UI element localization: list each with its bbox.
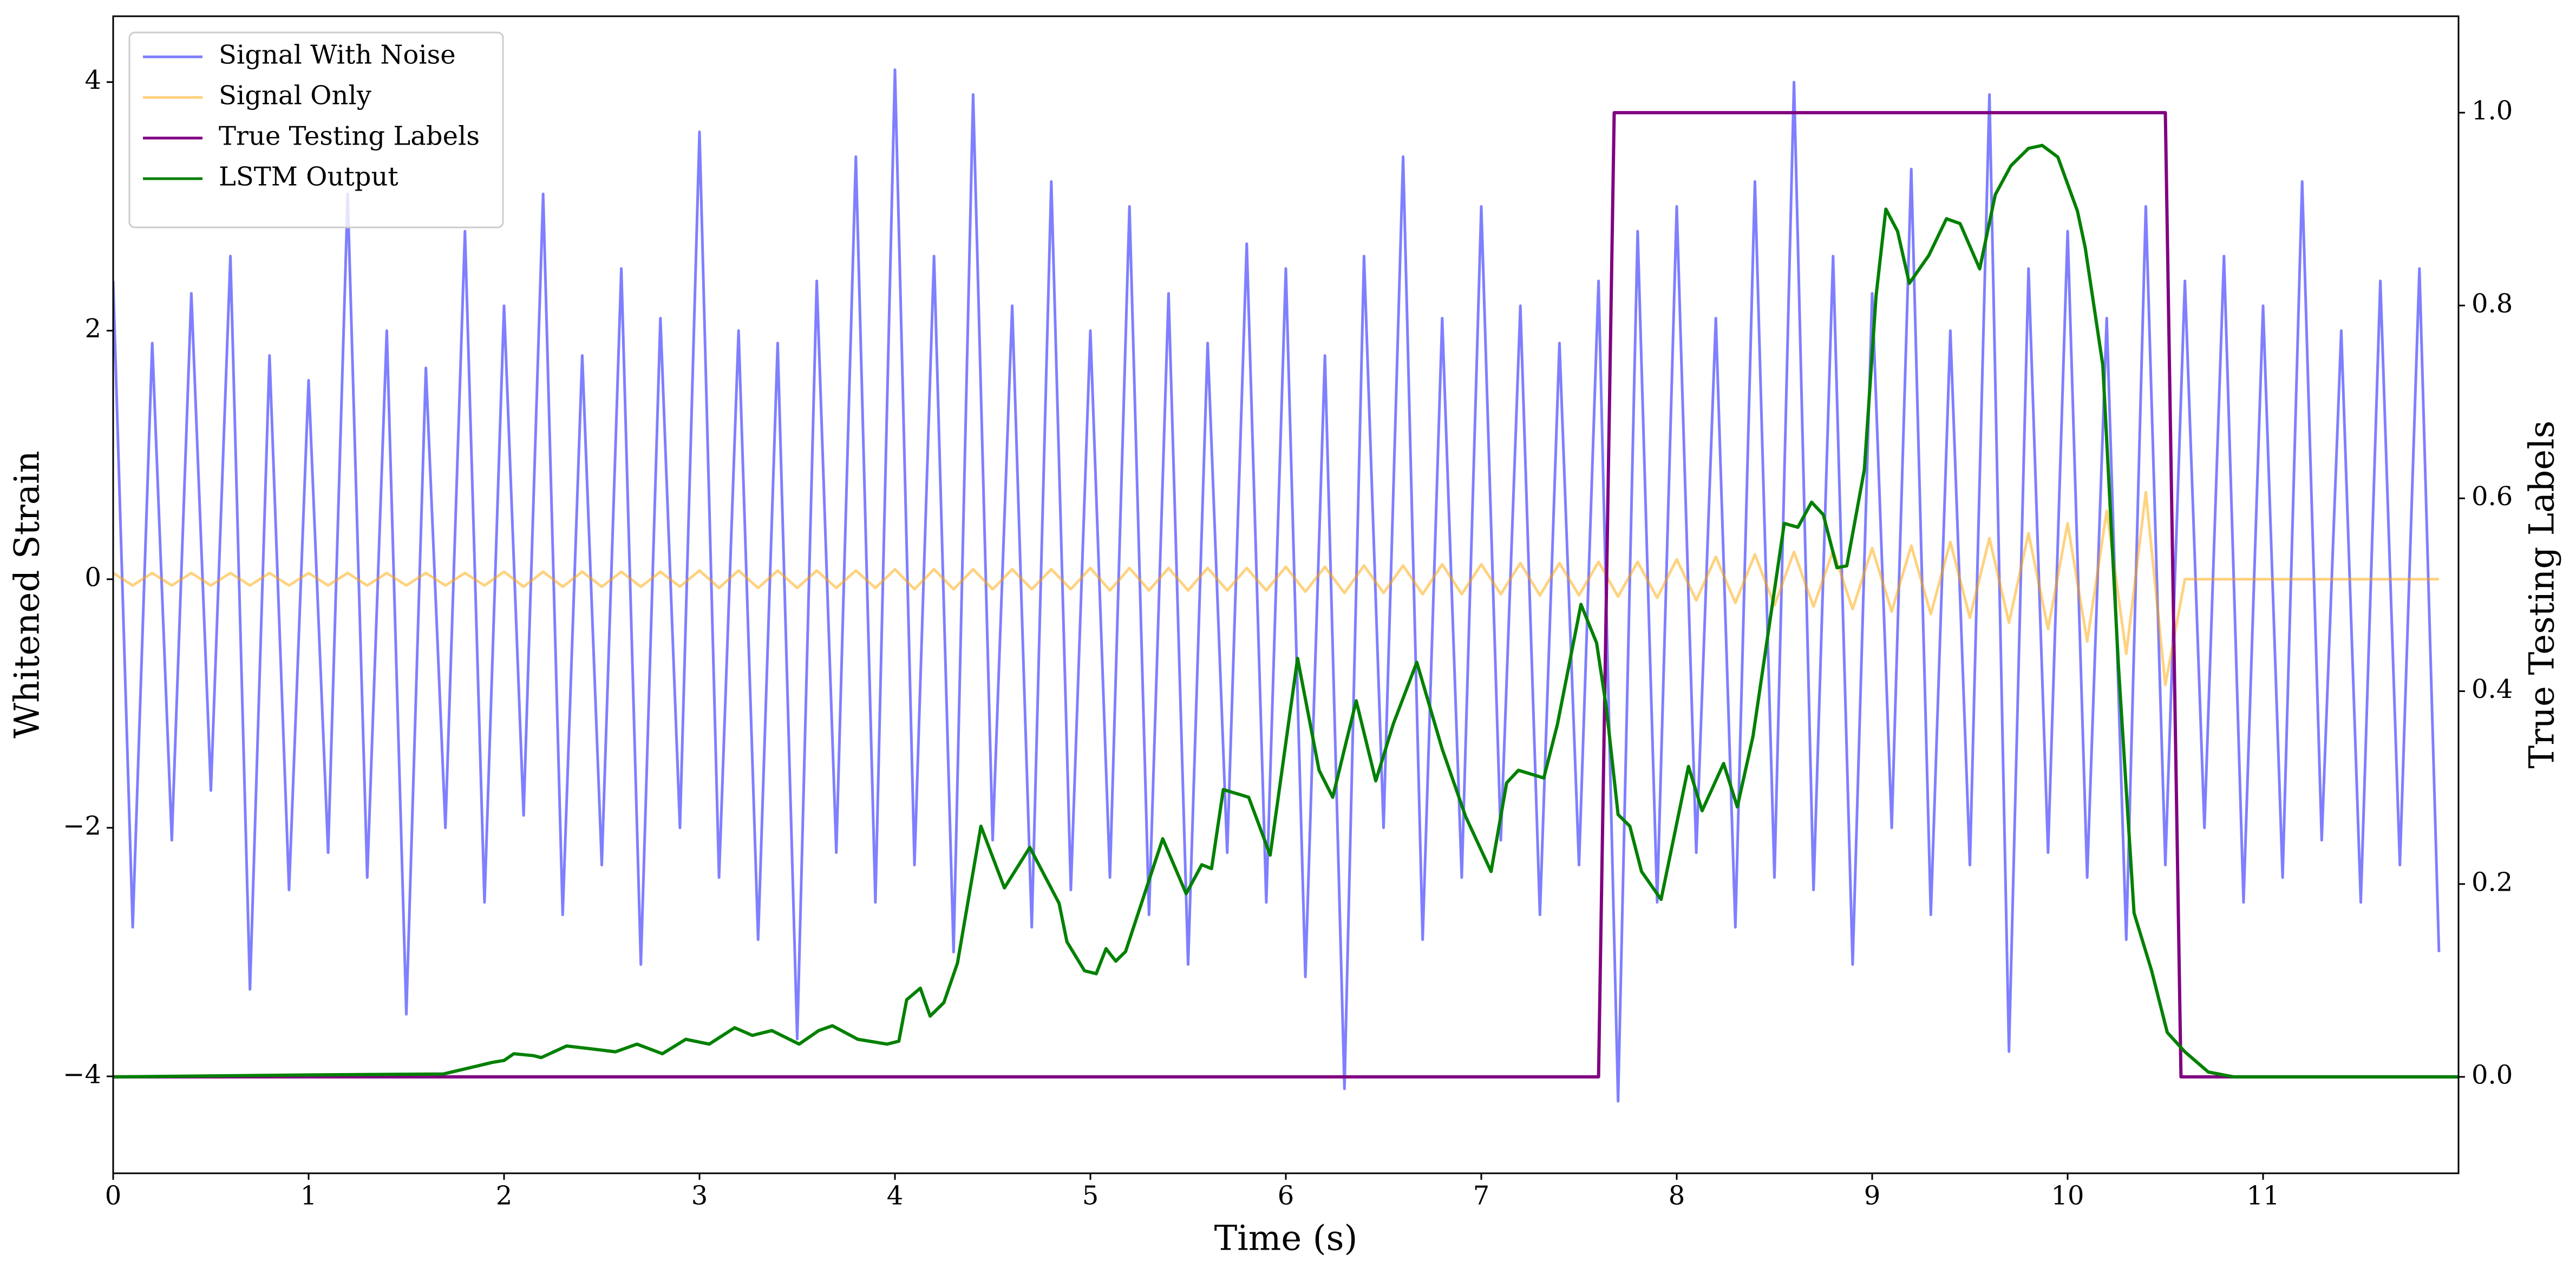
- y-tick-label: 2: [84, 313, 101, 344]
- x-tick-label: 6: [1278, 1181, 1294, 1211]
- x-tick-label: 8: [1669, 1181, 1685, 1211]
- y-tick-label: 4: [84, 65, 101, 95]
- y2-tick-label: 1.0: [2472, 96, 2513, 126]
- x-tick-label: 2: [496, 1181, 513, 1211]
- legend-box: [128, 31, 504, 228]
- x-tick-label: 5: [1082, 1181, 1099, 1211]
- y2-tick-label: 0.8: [2472, 289, 2513, 319]
- legend-label: LSTM Output: [219, 162, 398, 192]
- y-axis-label: Whitened Strain: [8, 450, 48, 738]
- x-tick-label: 4: [887, 1181, 904, 1211]
- y-tick-label: −4: [63, 1059, 101, 1089]
- x-tick-label: 0: [105, 1181, 122, 1211]
- legend-label: Signal With Noise: [219, 40, 456, 70]
- plot-area: [113, 68, 2459, 1103]
- y-tick-label: −2: [63, 811, 101, 841]
- legend-label: Signal Only: [219, 81, 371, 111]
- y2-tick-label: 0.6: [2472, 481, 2513, 512]
- x-tick-label: 11: [2246, 1181, 2279, 1211]
- y2-tick-label: 0.0: [2472, 1060, 2513, 1090]
- legend-label: True Testing Labels: [219, 121, 480, 152]
- y2-tick-label: 0.2: [2472, 867, 2513, 897]
- y2-axis-label: True Testing Labels: [2522, 421, 2562, 769]
- x-tick-label: 1: [300, 1181, 317, 1211]
- x-tick-label: 10: [2051, 1181, 2084, 1211]
- series-line: [113, 491, 2439, 687]
- y-tick-label: 0: [84, 562, 101, 592]
- series-line: [113, 143, 2459, 1079]
- series-line: [113, 68, 2441, 1103]
- x-axis-label: Time (s): [1214, 1219, 1358, 1259]
- y2-tick-label: 0.4: [2472, 674, 2513, 704]
- x-tick-label: 7: [1473, 1181, 1490, 1211]
- x-tick-label: 9: [1864, 1181, 1881, 1211]
- x-tick-label: 3: [691, 1181, 708, 1211]
